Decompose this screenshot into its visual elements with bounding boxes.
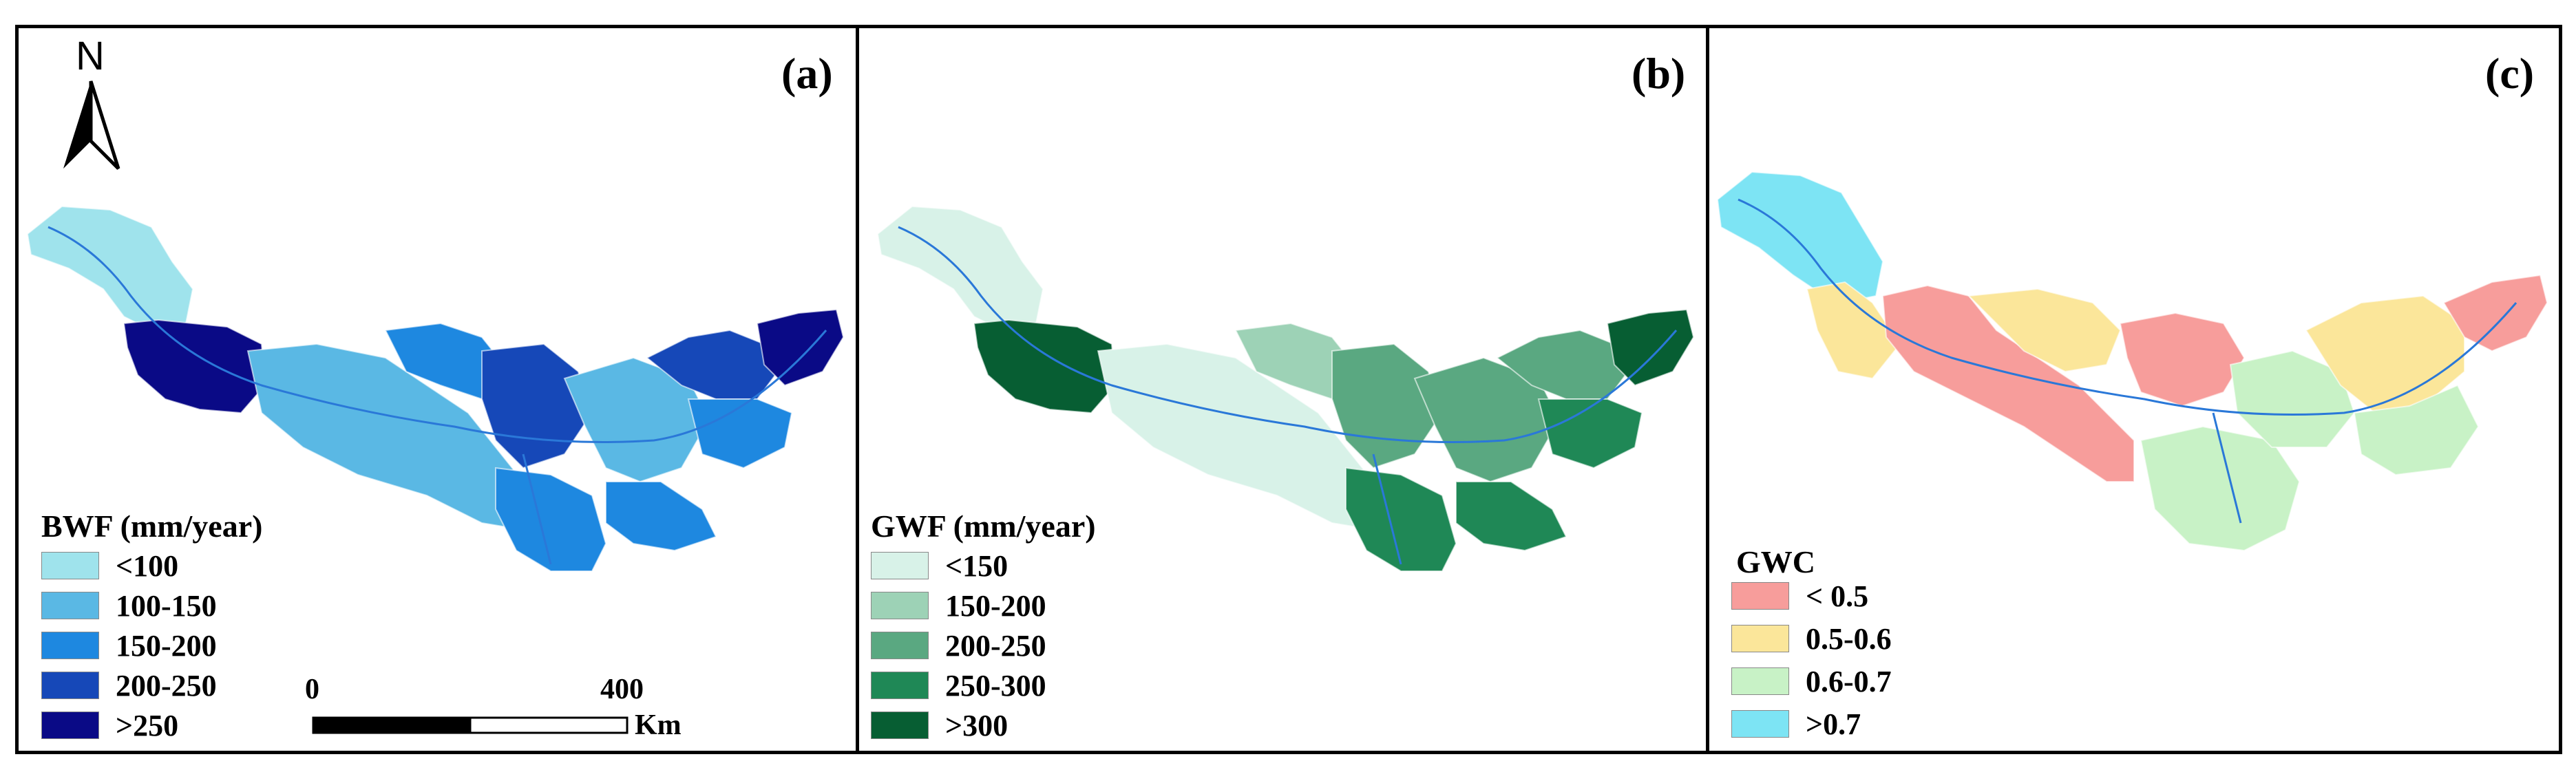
legend-item-gwf: <150 — [871, 548, 1009, 583]
gwc-region-0607-center — [2229, 350, 2356, 448]
legend-label: 100-150 — [116, 588, 217, 623]
legend-swatch — [1731, 667, 1789, 695]
panel-divider-2 — [1706, 25, 1709, 754]
scale-bar-end: 400 — [600, 674, 644, 705]
legend-item-gwf: >300 — [871, 708, 1009, 742]
gwf-region-lt150-northwest — [876, 205, 1044, 332]
legend-item-gwc: 0.5-0.6 — [1731, 621, 1892, 656]
legend-item-gwf: 250-300 — [871, 668, 1046, 703]
gwf-region-250-300-east — [1537, 398, 1643, 469]
legend-title-gwc: GWC — [1736, 544, 1815, 579]
bwf-region-lt100 — [26, 205, 194, 332]
legend-label: 200-250 — [945, 628, 1046, 663]
legend-item-bwf: >250 — [41, 708, 179, 742]
legend-label: >300 — [945, 708, 1009, 742]
bwf-rivers — [47, 226, 827, 565]
gwc-region-lt05-center — [2119, 312, 2246, 407]
legend-label: 0.6-0.7 — [1806, 664, 1892, 698]
legend-swatch — [41, 712, 99, 739]
gwc-region-0506-west — [1806, 281, 1901, 380]
legend-swatch — [871, 712, 929, 739]
bwf-region-200-250-center — [481, 343, 593, 469]
scale-bar-start: 0 — [305, 674, 319, 705]
bwf-map — [26, 205, 845, 572]
legend-swatch — [1731, 710, 1789, 738]
legend-swatch — [41, 632, 99, 659]
bwf-region-gt250-west — [123, 319, 266, 414]
scale-bar — [312, 716, 629, 734]
legend-swatch — [41, 592, 99, 619]
gwc-region-lt05-east — [2442, 274, 2548, 352]
legend-title-bwf: BWF (mm/year) — [41, 509, 263, 544]
legend-item-gwf: 200-250 — [871, 628, 1046, 663]
panel-label-c: (c) — [2485, 49, 2535, 98]
bwf-region-150-200-south — [495, 467, 607, 572]
legend-item-bwf: 150-200 — [41, 628, 217, 663]
bwf-region-gt250-east — [756, 308, 845, 387]
legend-swatch — [1731, 625, 1789, 652]
legend-swatch — [1731, 582, 1789, 610]
bwf-region-150-200-northeast — [687, 398, 793, 469]
legend-label: 250-300 — [945, 668, 1046, 703]
bwf-region-100-150-east — [563, 356, 710, 483]
scale-bar-unit: Km — [635, 709, 682, 741]
figure-frame — [15, 25, 2562, 754]
legend-label: >0.7 — [1806, 707, 1861, 741]
legend-label: 0.5-0.6 — [1806, 621, 1892, 656]
gwc-region-0607-south — [2140, 425, 2301, 552]
legend-swatch — [871, 552, 929, 579]
gwf-map — [876, 205, 1695, 572]
legend-label: 150-200 — [116, 628, 217, 663]
legend-label: < 0.5 — [1806, 579, 1869, 613]
panel-divider-1 — [856, 25, 859, 754]
gwf-region-200-250-center — [1331, 343, 1444, 469]
legend-item-gwf: 150-200 — [871, 588, 1046, 623]
panel-label-b: (b) — [1632, 49, 1686, 98]
gwc-region-gt07 — [1716, 171, 1884, 304]
legend-swatch — [871, 632, 929, 659]
legend-label: 200-250 — [116, 668, 217, 703]
gwf-region-gt300-west — [973, 319, 1117, 414]
gwc-region-0607-east — [2353, 384, 2480, 476]
legend-item-bwf: 200-250 — [41, 668, 217, 703]
north-arrow-icon — [63, 81, 120, 170]
gwc-region-lt05-west — [1881, 284, 2135, 482]
legend-swatch — [871, 592, 929, 619]
legend-label: >250 — [116, 708, 179, 742]
legend-label: <150 — [945, 548, 1009, 583]
gwc-map — [1716, 171, 2548, 552]
legend-item-gwc: 0.6-0.7 — [1731, 664, 1892, 698]
gwf-region-gt300-east — [1606, 308, 1695, 387]
gwf-rivers — [898, 226, 1678, 565]
legend-label: <100 — [116, 548, 179, 583]
legend-item-bwf: <100 — [41, 548, 179, 583]
legend-title-gwf: GWF (mm/year) — [871, 509, 1096, 544]
gwf-region-250-300-south — [1345, 467, 1457, 572]
gwc-rivers — [1738, 198, 2517, 524]
gwf-region-250-300-southeast — [1455, 481, 1567, 552]
legend-label: 150-200 — [945, 588, 1046, 623]
north-arrow-label: N — [76, 34, 105, 78]
bwf-region-150-200-east — [605, 481, 717, 552]
legend-item-gwc: < 0.5 — [1731, 579, 1869, 613]
legend-swatch — [41, 552, 99, 579]
legend-swatch — [871, 672, 929, 699]
legend-item-gwc: >0.7 — [1731, 707, 1861, 741]
gwc-region-0506-central — [1967, 288, 2122, 373]
gwf-region-200-250-east — [1413, 356, 1561, 483]
legend-item-bwf: 100-150 — [41, 588, 217, 623]
legend-swatch — [41, 672, 99, 699]
panel-label-a: (a) — [781, 49, 833, 98]
